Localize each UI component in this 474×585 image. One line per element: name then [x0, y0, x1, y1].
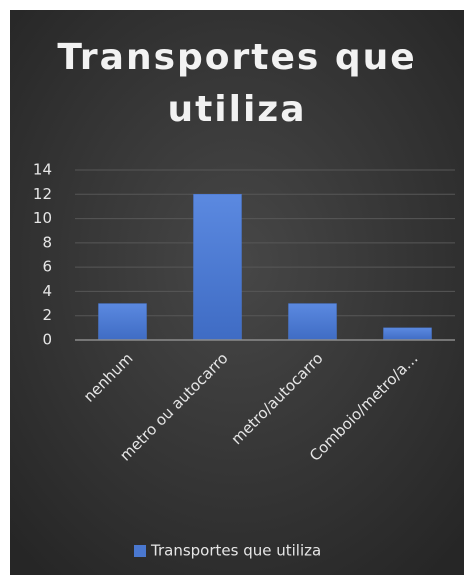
y-tick-label: 0 — [42, 331, 52, 349]
bar — [288, 303, 337, 341]
y-tick-label: 8 — [42, 233, 52, 251]
bar — [193, 194, 242, 341]
y-tick-label: 6 — [42, 258, 52, 276]
y-tick-label: 4 — [42, 282, 52, 300]
legend-label: Transportes que utiliza — [150, 542, 321, 560]
y-tick-label: 14 — [33, 161, 52, 179]
legend-swatch — [134, 545, 146, 557]
chart-title: Transportes que utiliza — [57, 37, 417, 130]
y-tick-label: 12 — [33, 185, 52, 203]
y-tick-label: 2 — [42, 306, 52, 324]
bar — [383, 327, 432, 341]
y-tick-label: 10 — [33, 209, 52, 227]
bar — [98, 303, 147, 341]
